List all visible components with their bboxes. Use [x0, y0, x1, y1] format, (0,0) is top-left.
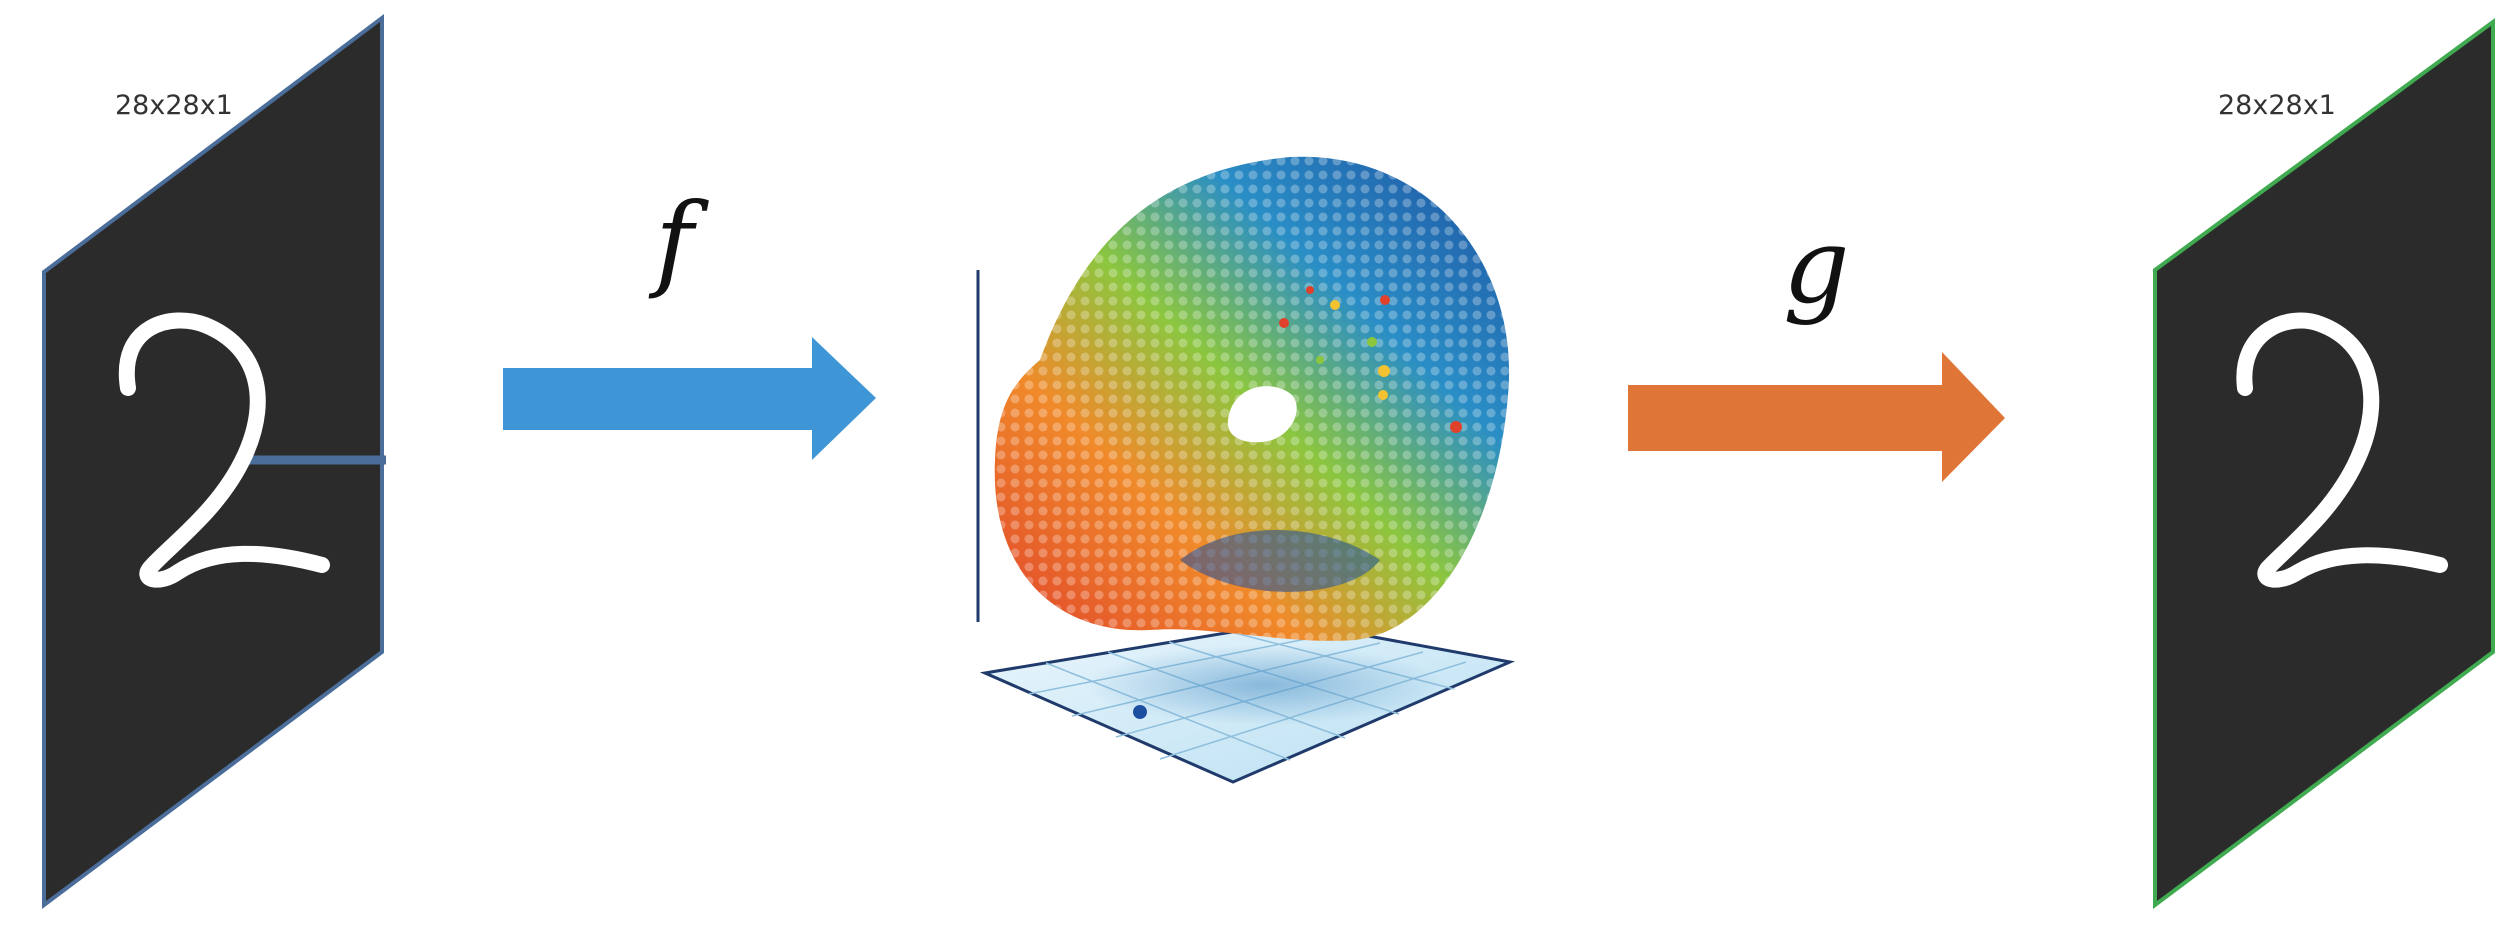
input-digit-two — [118, 312, 330, 588]
scatter-points — [1133, 286, 1462, 719]
input-shape-label: 28x28x1 — [115, 90, 233, 121]
torus-inner-fold — [1180, 530, 1380, 592]
output-shape-label: 28x28x1 — [2218, 90, 2336, 121]
output-panel-plane — [2153, 18, 2495, 909]
output-image-panel — [2153, 18, 2495, 909]
latent-manifold-plot — [976, 156, 1516, 784]
torus-shadow — [1085, 645, 1445, 725]
encoder-arrow — [503, 337, 876, 460]
output-digit-two — [2236, 312, 2448, 588]
decoder-arrow — [1628, 352, 2005, 482]
latent-torus-texture — [994, 156, 1510, 641]
input-panel-plane — [42, 13, 384, 909]
encoder-function-label: f — [655, 180, 694, 302]
decoder-function-label: g — [1783, 205, 1850, 327]
input-image-panel — [42, 13, 386, 909]
